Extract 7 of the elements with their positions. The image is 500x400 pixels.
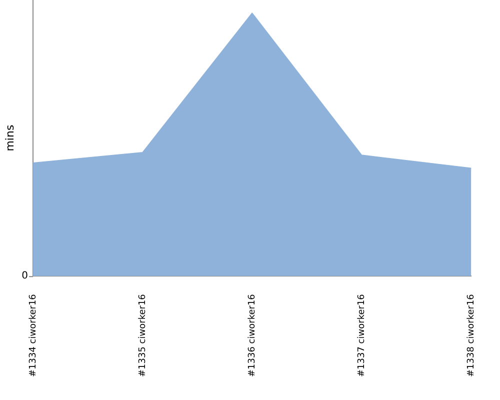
x-tick-label: #1338 ciworker16	[466, 294, 477, 378]
x-tick-label: #1334 ciworker16	[28, 294, 38, 378]
x-tick-label: #1336 ciworker16	[247, 294, 258, 378]
x-tick-label: #1335 ciworker16	[138, 294, 148, 378]
y-axis-title: mins	[3, 124, 16, 152]
x-tick-label: #1337 ciworker16	[356, 294, 367, 378]
text: 0	[22, 270, 28, 282]
